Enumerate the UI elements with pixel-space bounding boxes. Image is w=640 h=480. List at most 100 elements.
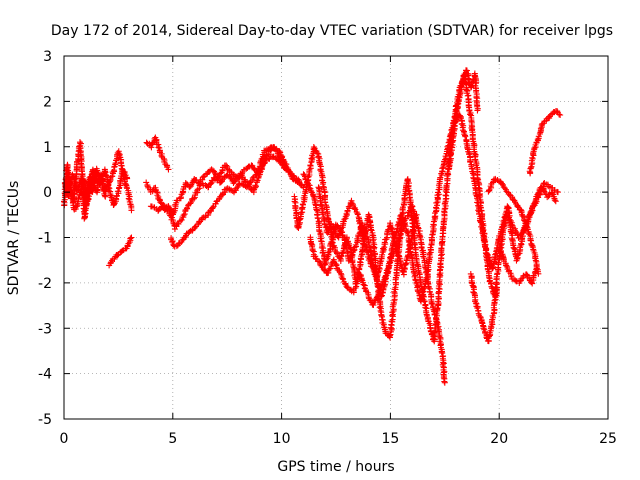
- data-point: [426, 250, 433, 257]
- data-point: [296, 180, 303, 187]
- data-point: [128, 234, 135, 241]
- data-point: [356, 258, 363, 265]
- data-point: [463, 67, 470, 74]
- data-point: [413, 211, 420, 218]
- chart-title: Day 172 of 2014, Sidereal Day-to-day VTE…: [51, 23, 613, 39]
- data-point: [474, 107, 481, 114]
- data-point: [308, 155, 315, 162]
- data-point: [231, 178, 238, 185]
- data-point: [428, 300, 435, 307]
- data-point: [441, 206, 448, 213]
- data-point: [480, 325, 487, 332]
- data-point: [533, 265, 540, 272]
- data-point: [307, 162, 314, 169]
- data-point: [534, 136, 541, 143]
- data-point: [223, 162, 230, 169]
- data-point: [105, 187, 112, 194]
- data-point: [319, 211, 326, 218]
- data-point: [227, 174, 234, 181]
- data-point: [95, 172, 102, 179]
- data-point: [282, 166, 289, 173]
- data-point: [526, 212, 533, 219]
- data-point: [465, 75, 472, 82]
- data-point: [334, 250, 341, 257]
- data-point: [288, 172, 295, 179]
- data-point: [182, 233, 189, 240]
- data-point: [514, 203, 521, 210]
- data-point: [471, 289, 478, 296]
- data-point: [187, 200, 194, 207]
- data-point: [175, 220, 182, 227]
- data-point: [157, 199, 164, 206]
- data-point: [475, 179, 482, 186]
- data-point: [523, 271, 530, 278]
- data-point: [399, 225, 406, 232]
- data-point: [494, 284, 501, 291]
- data-point: [537, 125, 544, 132]
- data-point: [391, 238, 398, 245]
- data-point: [102, 193, 109, 200]
- data-point: [392, 245, 399, 252]
- data-point: [470, 174, 477, 181]
- data-point: [348, 200, 355, 207]
- data-point: [414, 261, 421, 268]
- data-point: [249, 174, 256, 181]
- data-point: [360, 235, 367, 242]
- y-tick-label: -3: [38, 321, 52, 337]
- data-point: [114, 252, 121, 259]
- data-point: [347, 254, 354, 261]
- data-point: [552, 198, 559, 205]
- data-point: [128, 207, 135, 214]
- data-point: [367, 226, 374, 233]
- data-point: [557, 111, 564, 118]
- data-point: [306, 166, 313, 173]
- data-point: [301, 172, 308, 179]
- data-point: [308, 241, 315, 248]
- x-tick-label: 25: [599, 431, 617, 447]
- series-points: [60, 67, 564, 386]
- data-point: [361, 285, 368, 292]
- data-point: [522, 220, 529, 227]
- data-point: [86, 185, 93, 192]
- data-point: [479, 229, 486, 236]
- data-point: [317, 167, 324, 174]
- data-point: [519, 213, 526, 220]
- data-point: [289, 175, 296, 182]
- data-point: [486, 274, 493, 281]
- data-point: [199, 215, 206, 222]
- data-point: [207, 180, 214, 187]
- data-point: [370, 267, 377, 274]
- data-point: [456, 92, 463, 99]
- data-point: [441, 379, 448, 386]
- data-point: [298, 205, 305, 212]
- data-point: [111, 201, 118, 208]
- data-point: [475, 207, 482, 214]
- y-tick-label: -5: [38, 412, 52, 428]
- data-points: [60, 67, 564, 386]
- data-point: [377, 286, 384, 293]
- data-point: [324, 229, 331, 236]
- x-tick-label: 0: [60, 431, 69, 447]
- x-tick-label: 10: [273, 431, 291, 447]
- data-point: [492, 251, 499, 258]
- data-point: [211, 170, 218, 177]
- data-point: [500, 218, 507, 225]
- data-point: [483, 247, 490, 254]
- data-point: [409, 227, 416, 234]
- data-point: [107, 190, 114, 197]
- data-point: [460, 76, 467, 83]
- data-point: [458, 121, 465, 128]
- data-point: [306, 184, 313, 191]
- y-tick-label: -4: [38, 367, 52, 383]
- data-point: [427, 244, 434, 251]
- data-point: [517, 206, 524, 213]
- data-point: [422, 304, 429, 311]
- data-point: [234, 184, 241, 191]
- data-point: [431, 308, 438, 315]
- data-point: [356, 220, 363, 227]
- data-point: [405, 246, 412, 253]
- data-point: [380, 245, 387, 252]
- data-point: [186, 228, 193, 235]
- data-point: [401, 264, 408, 271]
- data-point: [369, 264, 376, 271]
